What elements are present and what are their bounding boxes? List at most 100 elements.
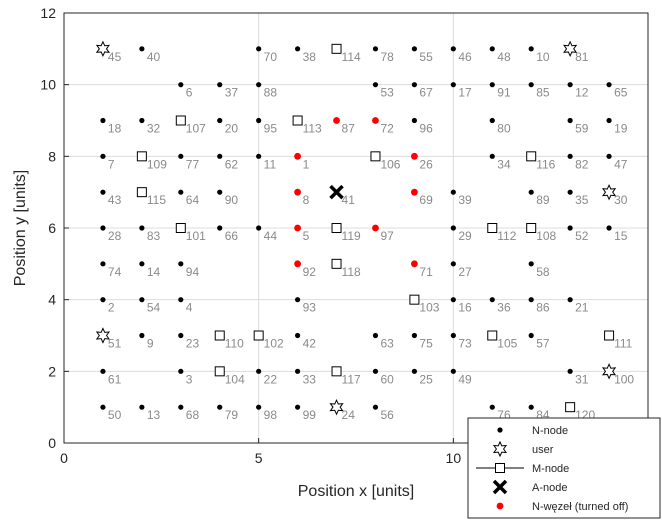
- n-node-off-point: [333, 117, 340, 124]
- n-node-point: [295, 404, 301, 410]
- node-id-label: 96: [419, 122, 433, 136]
- m-node-point: [487, 330, 498, 341]
- m-node-point: [370, 151, 381, 162]
- legend-marker-a-node: [492, 479, 508, 495]
- n-node-point: [450, 46, 456, 52]
- n-node-point: [372, 46, 379, 52]
- n-node-point: [606, 153, 612, 159]
- node-id-label: 104: [225, 372, 245, 386]
- user-point: [95, 327, 111, 344]
- n-node-point: [489, 82, 495, 88]
- m-node-point: [526, 223, 537, 233]
- y-tick-label: 6: [48, 220, 56, 236]
- node-id-label: 58: [536, 265, 550, 279]
- node-id-label: 50: [108, 408, 122, 422]
- n-node-point: [178, 368, 184, 374]
- node-id-label: 6: [186, 86, 193, 100]
- node-id-label: 42: [303, 337, 317, 351]
- n-node-point: [567, 189, 573, 195]
- node-id-label: 22: [264, 372, 278, 386]
- n-node-point: [100, 189, 106, 195]
- n-node-off-point: [294, 152, 301, 160]
- n-node-point: [178, 297, 184, 303]
- node-id-label: 71: [419, 265, 433, 279]
- node-id-label: 20: [225, 122, 239, 136]
- node-id-label: 95: [264, 122, 278, 136]
- n-node-point: [489, 153, 495, 159]
- x-tick-label: 5: [255, 450, 263, 466]
- n-node-point: [489, 404, 495, 410]
- node-id-label: 57: [536, 337, 550, 351]
- n-node-point: [256, 368, 262, 374]
- n-node-point: [372, 404, 379, 410]
- node-id-label: 10: [536, 50, 550, 64]
- node-id-label: 100: [614, 372, 634, 386]
- node-id-label: 67: [419, 86, 433, 100]
- x-tick-label: 10: [446, 450, 462, 466]
- m-node-point: [331, 223, 342, 233]
- n-node-point: [528, 297, 534, 303]
- m-node-point: [253, 330, 264, 341]
- m-node-point: [214, 330, 225, 341]
- m-node-point: [331, 43, 342, 54]
- n-node-point: [100, 261, 106, 267]
- m-node-point: [175, 223, 186, 233]
- node-id-label: 88: [264, 86, 278, 100]
- n-node-point: [217, 404, 223, 410]
- node-id-label: 21: [575, 301, 589, 315]
- n-node-point: [100, 368, 106, 374]
- n-node-point: [450, 261, 456, 267]
- n-node-point: [450, 82, 456, 88]
- x-tick-label: 0: [60, 450, 68, 466]
- node-id-label: 112: [497, 229, 516, 243]
- node-id-label: 37: [225, 86, 239, 100]
- node-id-label: 109: [147, 157, 167, 171]
- n-node-point: [606, 82, 612, 88]
- n-node-point: [139, 225, 145, 231]
- legend-label: A-node: [532, 482, 567, 494]
- node-id-label: 26: [419, 157, 433, 171]
- node-id-label: 93: [303, 301, 317, 315]
- n-node-point: [489, 46, 495, 52]
- user-point: [563, 40, 578, 58]
- n-node-point: [528, 332, 534, 339]
- user-point: [601, 183, 617, 201]
- node-id-label: 8: [303, 193, 310, 207]
- n-node-point: [256, 153, 262, 159]
- node-id-label: 29: [458, 229, 472, 243]
- node-id-label: 55: [419, 50, 433, 64]
- n-node-point: [100, 153, 106, 159]
- m-node-point: [292, 115, 303, 126]
- n-node-off-point: [411, 260, 418, 268]
- node-id-label: 61: [108, 372, 122, 386]
- y-tick-label: 10: [40, 77, 56, 93]
- node-id-label: 108: [536, 229, 556, 243]
- n-node-point: [528, 82, 534, 88]
- node-id-label: 82: [575, 157, 589, 171]
- node-id-label: 77: [186, 157, 200, 171]
- n-node-point: [217, 189, 223, 195]
- n-node-point: [295, 297, 301, 303]
- m-node-point: [604, 330, 615, 341]
- n-node-point: [606, 225, 612, 231]
- n-node-point: [528, 404, 534, 410]
- n-node-point: [295, 368, 301, 374]
- n-node-off-point: [411, 152, 418, 160]
- node-id-label: 85: [536, 86, 550, 100]
- node-id-label: 75: [419, 337, 433, 351]
- node-id-label: 92: [303, 265, 317, 279]
- node-id-label: 9: [147, 337, 154, 351]
- user-point: [601, 363, 617, 380]
- node-id-label: 46: [458, 50, 472, 64]
- node-id-label: 64: [186, 193, 200, 207]
- n-node-point: [139, 297, 145, 303]
- x-axis-title: Position x [units]: [298, 483, 415, 500]
- n-node-point: [489, 117, 495, 124]
- n-node-point: [528, 46, 534, 52]
- node-id-label: 23: [186, 337, 200, 351]
- n-node-point: [256, 117, 262, 124]
- node-id-label: 86: [536, 301, 550, 315]
- m-node-point: [409, 294, 420, 305]
- n-node-point: [295, 332, 301, 339]
- node-id-label: 114: [342, 50, 361, 64]
